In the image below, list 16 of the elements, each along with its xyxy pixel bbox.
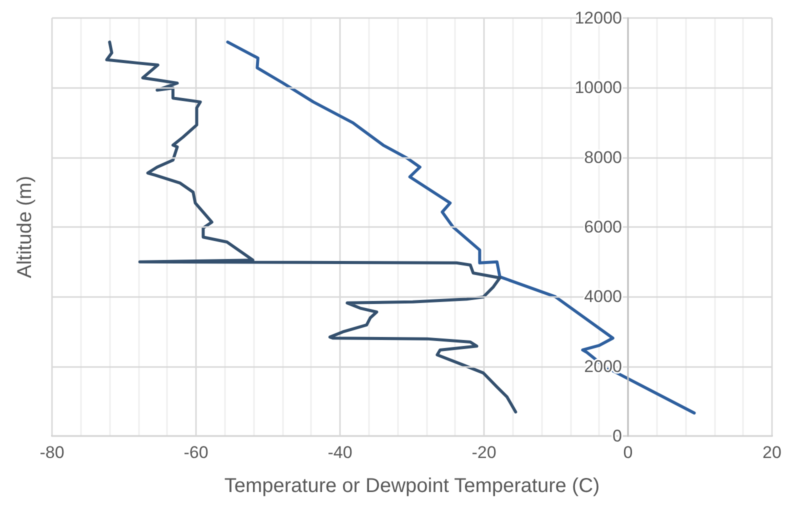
y-tick-label: 12000 (574, 8, 622, 28)
x-tick-label: -80 (40, 443, 64, 462)
x-tick-label: -40 (328, 443, 352, 462)
y-tick-label: 10000 (574, 78, 622, 98)
x-tick-label: -60 (184, 443, 208, 462)
y-tick-label: 8000 (584, 148, 622, 167)
y-tick-label: 6000 (584, 218, 622, 236)
y-tick-label: 0 (612, 426, 622, 446)
x-tick-label: 20 (762, 443, 782, 462)
y-axis-title: Altitude (m) (14, 176, 36, 278)
y-tick-label: 2000 (584, 356, 622, 376)
x-tick-label: -20 (472, 443, 496, 462)
x-axis-title: Temperature or Dewpoint Temperature (C) (224, 475, 600, 497)
y-tick-label: 4000 (584, 287, 622, 306)
line-series (226, 40, 696, 415)
line-series (105, 40, 518, 414)
